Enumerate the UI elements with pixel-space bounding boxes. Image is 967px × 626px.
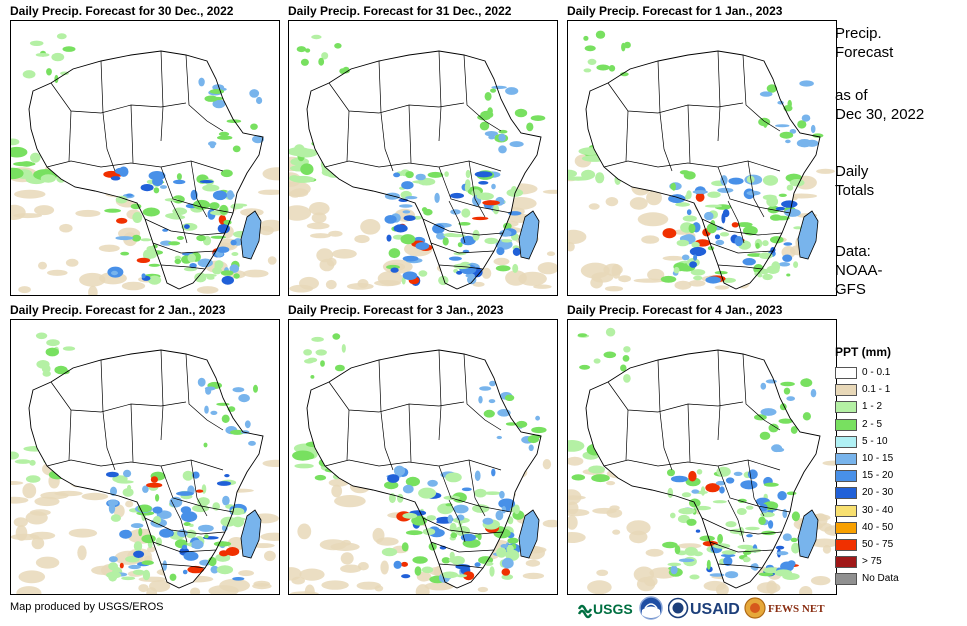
legend-item: 0 - 0.1: [835, 367, 955, 381]
legend-item: 15 - 20: [835, 470, 955, 484]
forecast-panel-2: Daily Precip. Forecast for 31 Dec., 2022: [288, 4, 558, 296]
legend-item: 5 - 10: [835, 435, 955, 450]
legend-label: 0 - 0.1: [862, 367, 891, 378]
forecast-panel-4: Daily Precip. Forecast for 2 Jan., 2023: [10, 303, 280, 595]
legend-swatch: [835, 539, 857, 551]
legend-label: 1 - 2: [862, 401, 883, 413]
svg-text:USAID: USAID: [690, 601, 740, 618]
legend-label: No Data: [862, 573, 899, 585]
legend-label: 10 - 15: [862, 453, 894, 464]
legend-swatch: [835, 418, 857, 431]
legend-item: No Data: [835, 573, 955, 587]
legend-swatch: [835, 367, 857, 379]
panel-title: Daily Precip. Forecast for 4 Jan., 2023: [567, 303, 783, 317]
forecast-panel-5: Daily Precip. Forecast for 3 Jan., 2023: [288, 303, 558, 595]
totals-label: Daily Totals: [835, 163, 875, 199]
noaa-logo: [638, 595, 664, 621]
legend-item: 50 - 75: [835, 539, 955, 553]
legend-item: 40 - 50: [835, 521, 955, 536]
legend-item: 30 - 40: [835, 504, 955, 519]
usaid-logo: USAID: [667, 595, 750, 621]
legend-swatch: [835, 521, 857, 534]
svg-text:USGS: USGS: [593, 601, 633, 617]
panel-title: Daily Precip. Forecast for 1 Jan., 2023: [567, 4, 783, 18]
legend-swatch: [835, 470, 857, 483]
data-source: Data: NOAA- GFS: [835, 243, 883, 298]
legend-item: 2 - 5: [835, 418, 955, 433]
legend-label: 2 - 5: [862, 418, 883, 430]
legend-swatch: [835, 453, 857, 465]
legend-item: 10 - 15: [835, 453, 955, 467]
precip-map: [288, 20, 558, 296]
precip-map: [10, 319, 280, 595]
legend-item: 0.1 - 1: [835, 384, 955, 398]
forecast-panel-3: Daily Precip. Forecast for 1 Jan., 2023: [567, 4, 837, 296]
legend-swatch: [835, 573, 857, 586]
legend-swatch: [835, 384, 857, 397]
legend-label: 20 - 30: [862, 487, 894, 499]
usgs-logo: USGS: [577, 595, 634, 621]
precip-map: [288, 319, 558, 595]
fewsnet-logo: FEWS NET: [744, 595, 826, 621]
legend-swatch: [835, 401, 857, 414]
legend-swatch: [835, 556, 857, 569]
legend-label: 50 - 75: [862, 539, 894, 550]
precip-map: [567, 20, 837, 296]
legend-label: 0.1 - 1: [862, 384, 891, 396]
svg-text:FEWS NET: FEWS NET: [768, 603, 825, 615]
legend-swatch: [835, 504, 857, 517]
legend-label: 40 - 50: [862, 521, 894, 533]
panel-title: Daily Precip. Forecast for 30 Dec., 2022: [10, 4, 234, 18]
legend-swatch: [835, 487, 857, 500]
legend-item: 1 - 2: [835, 401, 955, 415]
precip-map: [567, 319, 837, 595]
legend-label: > 75: [862, 556, 882, 568]
as-of-date: as of Dec 30, 2022: [835, 87, 925, 123]
map-credit: Map produced by USGS/EROS: [10, 601, 164, 613]
legend-swatch: [835, 435, 857, 448]
forecast-panel-1: Daily Precip. Forecast for 30 Dec., 2022: [10, 4, 280, 296]
panel-title: Daily Precip. Forecast for 31 Dec., 2022: [288, 4, 512, 18]
forecast-heading: Precip. Forecast: [835, 25, 894, 61]
legend-item: 20 - 30: [835, 487, 955, 501]
legend-item: > 75: [835, 556, 955, 570]
legend-label: 30 - 40: [862, 504, 894, 516]
legend-label: 15 - 20: [862, 470, 894, 482]
legend-title: PPT (mm): [835, 345, 892, 359]
legend-label: 5 - 10: [862, 435, 888, 447]
forecast-panel-6: Daily Precip. Forecast for 4 Jan., 2023: [567, 303, 837, 595]
panel-title: Daily Precip. Forecast for 3 Jan., 2023: [288, 303, 504, 317]
precip-map: [10, 20, 280, 296]
panel-title: Daily Precip. Forecast for 2 Jan., 2023: [10, 303, 226, 317]
